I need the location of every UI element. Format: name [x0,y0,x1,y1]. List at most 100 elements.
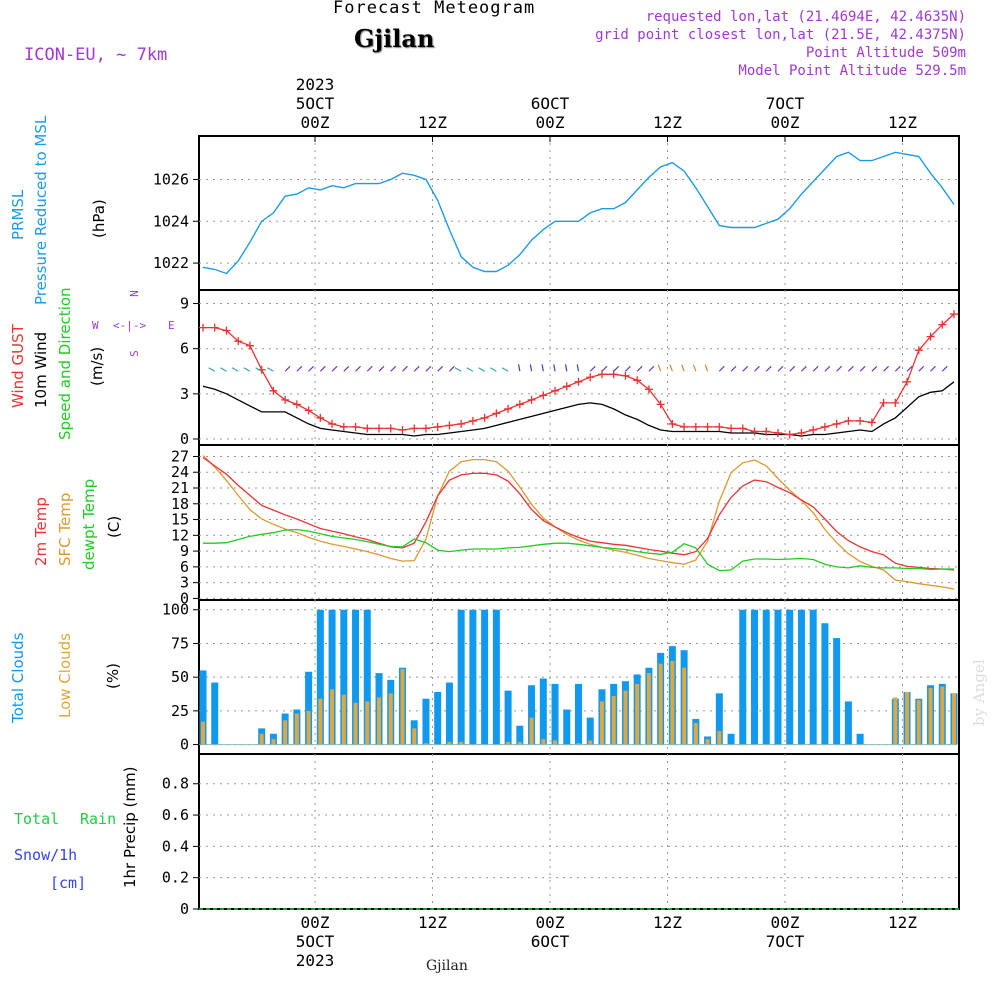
total-cloud-bar [563,709,571,745]
low-cloud-bar [623,690,628,745]
wind-direction-arrow [390,365,397,372]
wind-direction-arrow [448,365,455,372]
model-label: ICON-EU, ~ 7km [24,45,168,65]
gust-marker [680,422,689,431]
wind-direction-arrow [478,367,485,372]
ytick-label-clouds: 50 [171,668,189,686]
low-cloud-bar [693,722,698,745]
total-cloud-bar [352,609,360,745]
gust-marker [597,370,606,379]
total-cloud-bar [821,623,829,745]
gust-marker [316,413,325,422]
label-snow-1h: Snow/1h [14,846,78,864]
gust-marker [492,409,501,418]
wind-direction-arrow [718,365,725,372]
top-time-label: 12Z [418,113,447,132]
top-time-label: 12Z [888,113,917,132]
low-cloud-bar [940,686,945,745]
ytick-label-temp: 6 [180,558,189,576]
gust-marker [938,320,947,329]
gust-marker [375,424,384,433]
total-cloud-bar [809,609,817,745]
total-cloud-bar [434,691,442,745]
location-title: Gjilan [354,24,435,53]
low-cloud-bar [506,741,511,745]
low-cloud-bar [541,739,546,745]
total-cloud-bar [586,717,594,745]
low-cloud-bar [459,741,464,745]
gust-marker [691,422,700,431]
wind-direction-arrow [564,364,568,372]
gust-marker [269,386,278,395]
gust-marker [621,371,630,380]
gust-marker [715,422,724,431]
gust-marker [339,422,348,431]
gust-marker [421,424,430,433]
gust-marker [727,424,736,433]
total-cloud-bar [469,609,477,745]
wind-direction-arrow [601,365,608,372]
bottom-time-label: 6OCT [531,932,570,951]
gust-marker [480,413,489,422]
ytick-label-temp: 12 [171,526,189,544]
gust-marker [773,428,782,437]
total-cloud-bar [457,609,465,745]
low-cloud-bar [599,701,604,745]
bottom-time-label: 12Z [418,913,447,932]
total-cloud-bar [762,609,770,745]
wind-direction-arrow [489,367,497,372]
wind-direction-arrow [730,365,737,372]
gust-marker [950,310,958,319]
bottom-time-label: 2023 [296,951,335,970]
wind-direction-arrow [518,364,521,372]
wind-direction-arrow [402,365,408,372]
low-cloud-bar [529,717,534,745]
gust-marker [668,419,677,428]
total-cloud-bar [539,678,547,745]
wind-direction-arrow [255,367,262,372]
wind-direction-arrow [918,365,925,372]
wind-direction-arrow [529,364,533,372]
low-cloud-bar [588,740,593,745]
top-time-label: 12Z [653,113,682,132]
total-cloud-bar [211,682,219,745]
top-time-label: 7OCT [766,94,805,113]
wind-direction-arrow [576,364,580,372]
total-cloud-bar [727,733,735,745]
bottom-time-label: 00Z [301,913,330,932]
wind-direction-arrow [765,365,772,372]
gridpoint-coords: grid point closest lon,lat (21.5E, 42.43… [595,27,966,43]
compass-arrows: <-|-> [113,319,147,332]
gust-marker [433,422,442,431]
gust-marker [234,337,243,346]
gust-marker [539,391,548,400]
total-cloud-bar [504,690,512,745]
low-cloud-bar [201,721,205,745]
ytick-label-pressure: 1022 [153,254,189,272]
low-cloud-bar [294,713,299,745]
gust-marker [797,428,806,437]
gust-marker [656,400,665,409]
gust-marker [586,373,595,382]
wind-direction-arrow [319,365,326,372]
bottom-time-label: 00Z [771,913,800,932]
point-altitude: Point Altitude 509m [805,45,966,61]
ytick-label-wind: 9 [180,295,189,313]
total-cloud-bar [528,685,536,745]
low-cloud-bar [318,698,323,745]
gust-marker [785,430,794,439]
wind-direction-arrow [355,365,361,372]
ytick-label-precip: 0.6 [162,806,189,824]
label-cm: [cm] [50,874,87,892]
wind-direction-arrow [883,365,889,372]
gust-marker [351,422,360,431]
wind-direction-arrow [589,365,596,372]
low-cloud-bar [341,694,346,745]
ytick-label-precip: 0.8 [162,775,189,793]
low-cloud-bar [705,739,710,745]
wind-direction-arrow [742,365,749,372]
top-time-label: 00Z [536,113,565,132]
wind-direction-arrow [648,365,655,372]
ytick-label-temp: 3 [180,574,189,592]
